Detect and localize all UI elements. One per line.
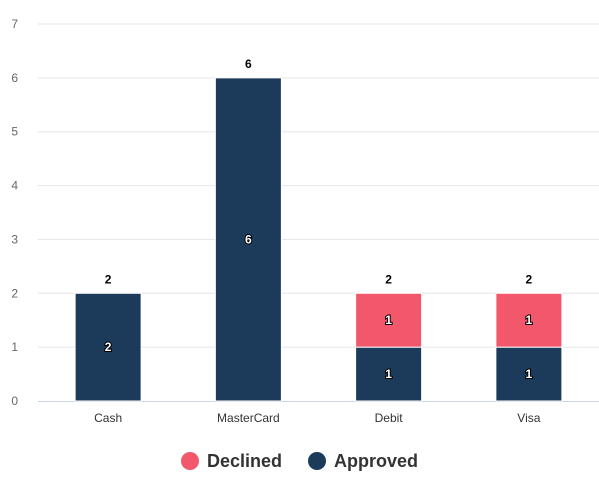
legend-swatch-approved — [308, 452, 326, 470]
x-tick-label-cash: Cash — [94, 411, 122, 425]
legend-swatch-declined — [180, 452, 199, 470]
segment-label-approved-debit: 1 — [385, 367, 392, 381]
total-label-cash: 2 — [105, 272, 112, 286]
x-tick-label-mastercard: MasterCard — [217, 411, 280, 425]
stacked-bar-chart: 0 1 2 3 4 5 6 7 2 2 Cash 6 6 MasterCard 1 1 2 Debit 1 1 2 Vis… — [11, 17, 599, 425]
segment-label-approved-cash: 2 — [105, 340, 112, 354]
total-label-visa: 2 — [526, 272, 533, 286]
total-label-debit: 2 — [385, 272, 392, 286]
y-tick-label-7: 7 — [11, 17, 18, 31]
y-tick-label-5: 5 — [11, 125, 18, 139]
y-tick-label-3: 3 — [11, 232, 18, 246]
legend: Declined Approved — [0, 446, 599, 476]
segment-label-approved-visa: 1 — [526, 367, 533, 381]
bar-segment-approved-visa — [495, 346, 563, 402]
bar-segment-approved-mastercard — [214, 77, 282, 402]
legend-label-approved: Approved — [334, 450, 419, 471]
y-tick-label-4: 4 — [11, 179, 18, 193]
segment-label-declined-visa: 1 — [526, 313, 533, 327]
bar-segment-declined-debit — [355, 292, 423, 348]
x-tick-label-debit: Debit — [375, 411, 404, 425]
legend-item-declined[interactable]: Declined — [180, 450, 282, 472]
legend-label-declined: Declined — [206, 450, 282, 471]
segment-label-approved-mastercard: 6 — [245, 232, 252, 246]
bar-segment-approved-debit — [355, 346, 423, 402]
legend-item-approved[interactable]: Approved — [308, 451, 418, 472]
total-label-mastercard: 6 — [245, 57, 252, 71]
bar-segment-approved-cash — [74, 292, 142, 402]
bar-segment-declined-visa — [495, 292, 563, 348]
y-tick-label-0: 0 — [11, 394, 18, 408]
x-tick-label-visa: Visa — [517, 411, 540, 425]
y-tick-label-2: 2 — [11, 286, 18, 300]
segment-label-declined-debit: 1 — [385, 313, 392, 327]
y-tick-label-1: 1 — [11, 340, 18, 354]
y-tick-label-6: 6 — [11, 71, 18, 85]
